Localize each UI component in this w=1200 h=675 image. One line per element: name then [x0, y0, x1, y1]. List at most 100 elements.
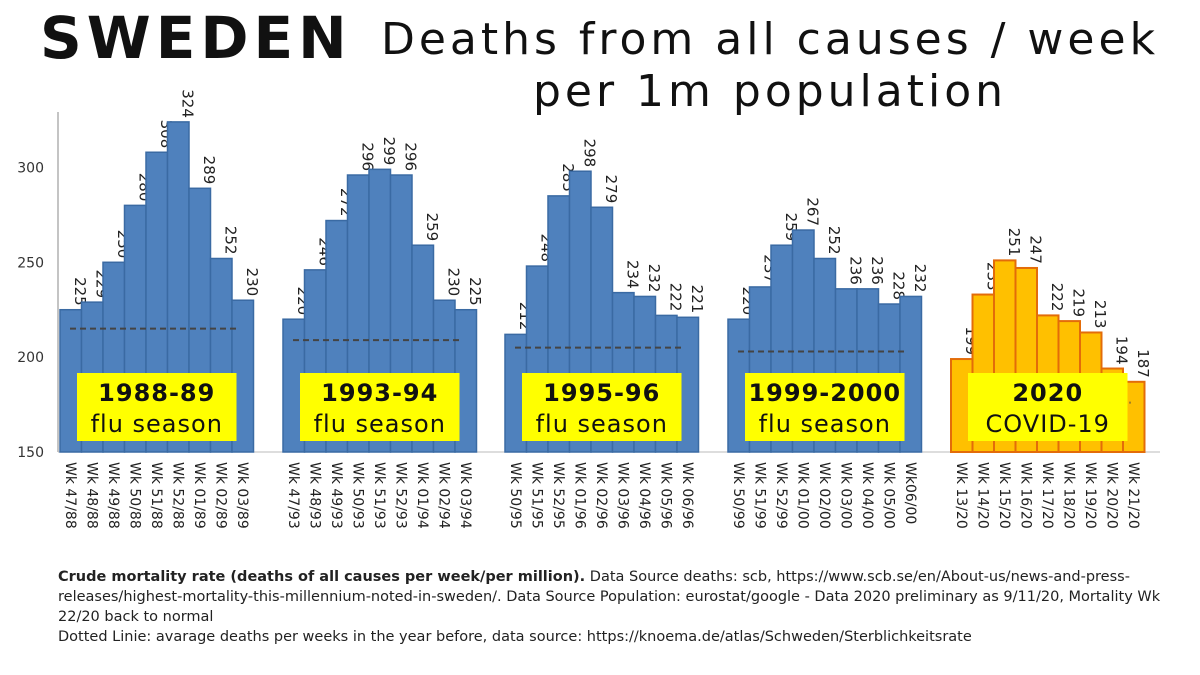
season-label-box [745, 373, 905, 441]
x-tick-label: Wk 02/96 [593, 462, 609, 529]
bar-value-label: 232 [645, 264, 663, 293]
bar-value-label: 289 [200, 156, 218, 185]
x-tick-label: Wk 18/20 [1060, 462, 1076, 529]
season-label-box [522, 373, 682, 441]
y-tick-label: 250 [17, 255, 44, 271]
notes-line1: Crude mortality rate (deaths of all caus… [58, 567, 1168, 627]
bar-value-label: 252 [825, 226, 843, 255]
bar-value-label: 299 [380, 137, 398, 166]
bar-value-label: 225 [466, 277, 484, 306]
bar-value-label: 247 [1026, 235, 1044, 264]
bar-value-label: 251 [1005, 228, 1023, 257]
season-label-title: 1988-89 [98, 379, 215, 407]
x-tick-label: Wk 50/99 [730, 462, 746, 529]
x-tick-label: Wk 49/88 [105, 462, 121, 529]
bar-value-label: 234 [623, 260, 641, 289]
bar-value-label: 259 [423, 213, 441, 242]
bar-value-label: 252 [221, 226, 239, 255]
bar-value-label: 296 [358, 142, 376, 171]
x-tick-label: Wk 51/95 [528, 462, 544, 529]
x-tick-label: Wk 51/99 [751, 462, 767, 529]
bar-value-label: 221 [688, 285, 706, 314]
x-tick-label: Wk 51/88 [148, 462, 164, 529]
x-tick-label: Wk 14/20 [974, 462, 990, 529]
x-tick-label: Wk 48/93 [306, 462, 322, 529]
x-tick-label: Wk 02/94 [435, 462, 451, 529]
bar-value-label: 219 [1069, 288, 1087, 317]
x-tick-label: Wk 04/00 [859, 462, 875, 529]
x-tick-label: Wk 16/20 [1017, 462, 1033, 529]
chart-title-line2: per 1m population [532, 66, 1008, 117]
x-tick-label: Wk 05/00 [880, 462, 896, 529]
x-tick-label: Wk 05/96 [657, 462, 673, 529]
x-tick-label: Wk 49/93 [328, 462, 344, 529]
bar-value-label: 187 [1134, 349, 1152, 378]
x-tick-label: Wk 03/89 [234, 462, 250, 529]
season-label-subtitle: flu season [759, 410, 891, 438]
x-tick-label: Wk 50/93 [349, 462, 365, 529]
season-label-subtitle: flu season [536, 410, 668, 438]
x-tick-label: Wk 02/89 [212, 462, 228, 529]
bar-value-label: 324 [178, 89, 196, 118]
y-tick-label: 150 [17, 445, 44, 461]
x-tick-label: Wk 21/20 [1125, 462, 1141, 529]
x-tick-label: Wk 20/20 [1103, 462, 1119, 529]
x-tick-label: Wk 47/88 [62, 462, 78, 529]
x-tick-label: Wk 52/93 [392, 462, 408, 529]
x-tick-label: Wk 03/96 [614, 462, 630, 529]
bar-value-label: 267 [803, 197, 821, 226]
bar-value-label: 298 [580, 139, 598, 168]
x-tick-label: Wk06/00 [902, 462, 918, 524]
x-tick-label: Wk 17/20 [1039, 462, 1055, 529]
x-tick-label: Wk 02/00 [816, 462, 832, 529]
bar-value-label: 222 [666, 283, 684, 312]
notes-line2: Dotted Linie: avarage deaths per weeks i… [58, 629, 972, 645]
x-tick-label: Wk 50/95 [507, 462, 523, 529]
x-tick-label: Wk 48/88 [83, 462, 99, 529]
x-tick-label: Wk 51/93 [371, 462, 387, 529]
season-label-subtitle: flu season [91, 410, 223, 438]
x-tick-label: Wk 47/93 [285, 462, 301, 529]
bar-value-label: 230 [444, 268, 462, 297]
y-tick-label: 200 [17, 350, 44, 366]
x-tick-label: Wk 15/20 [996, 462, 1012, 529]
chart-title-line1: Deaths from all causes / week [380, 14, 1160, 65]
bar-value-label: 228 [889, 271, 907, 300]
bar-value-label: 225 [71, 277, 89, 306]
season-label-subtitle: flu season [314, 410, 446, 438]
bar-value-label: 296 [401, 142, 419, 171]
season-label-box [300, 373, 460, 441]
bar-value-label: 236 [868, 256, 886, 285]
season-label-subtitle: COVID-19 [986, 410, 1110, 438]
y-tick-label: 300 [17, 160, 44, 176]
x-tick-label: Wk 52/88 [169, 462, 185, 529]
x-tick-label: Wk 52/95 [550, 462, 566, 529]
season-label-title: 1999-2000 [748, 379, 901, 407]
season-label-box [968, 373, 1128, 441]
notes-bold: Crude mortality rate (deaths of all caus… [58, 569, 586, 585]
bar-value-label: 222 [1048, 283, 1066, 312]
season-label-title: 1995-96 [543, 379, 660, 407]
x-tick-label: Wk 13/20 [953, 462, 969, 529]
x-tick-label: Wk 04/96 [636, 462, 652, 529]
season-label-title: 1993-94 [321, 379, 438, 407]
bar-value-label: 236 [846, 256, 864, 285]
x-tick-label: Wk 19/20 [1082, 462, 1098, 529]
season-label-box [77, 373, 237, 441]
bar-value-label: 194 [1112, 336, 1130, 365]
country-title: SWEDEN [40, 4, 352, 72]
bar-value-label: 232 [911, 264, 929, 293]
bar-value-label: 230 [243, 268, 261, 297]
x-tick-label: Wk 03/94 [457, 462, 473, 529]
season-label-title: 2020 [1012, 379, 1083, 407]
notes-rest: Data Source deaths: scb, https://www.scb… [58, 569, 1161, 625]
x-tick-label: Wk 01/94 [414, 462, 430, 529]
x-tick-label: Wk 03/00 [837, 462, 853, 529]
x-tick-label: Wk 01/00 [794, 462, 810, 529]
bar-value-label: 279 [602, 175, 620, 204]
x-tick-label: Wk 52/99 [773, 462, 789, 529]
x-tick-label: Wk 06/96 [679, 462, 695, 529]
x-tick-label: Wk 50/88 [126, 462, 142, 529]
bar-value-label: 213 [1091, 300, 1109, 329]
